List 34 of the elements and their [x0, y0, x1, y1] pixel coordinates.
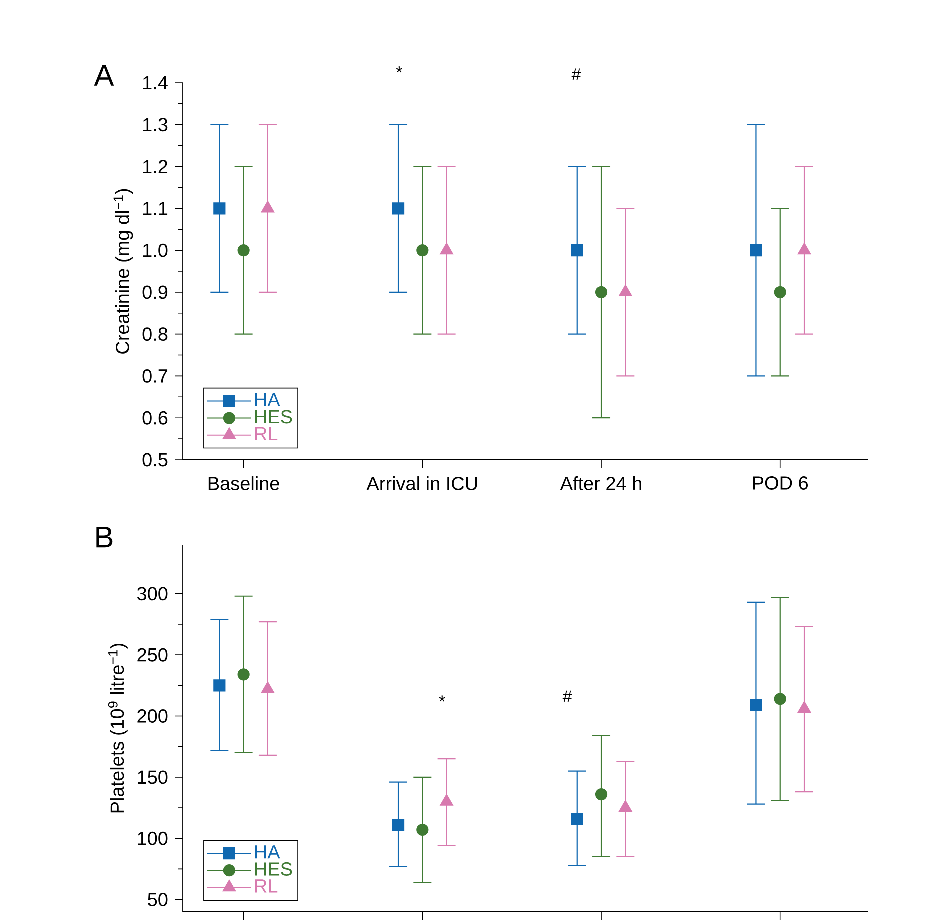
y-tick-label: 0.5 [142, 453, 168, 467]
y-tick-label: 1.3 [144, 118, 168, 132]
legend-label: HES [256, 410, 292, 424]
legend-label: HA [256, 393, 280, 406]
y-axis-title: Platelets (10$^{9}$ litre$^{−1}$) [108, 644, 128, 813]
annotation: # [562, 690, 572, 702]
legend-label: RL [256, 427, 278, 440]
y-tick-label: 250 [138, 648, 168, 662]
legend-label: HES [256, 862, 292, 876]
y-tick-label: 300 [137, 587, 168, 601]
y-tick-label: 150 [138, 770, 168, 784]
legend-label: HA [256, 846, 280, 859]
y-tick-label: 1.4 [144, 76, 168, 90]
x-tick-label: Arrival in ICU [366, 476, 478, 490]
legend-label: RL [256, 880, 278, 893]
y-tick-label: 50 [148, 893, 168, 906]
chart-title: B [96, 526, 113, 548]
text: * [396, 66, 402, 73]
y-tick-label: 100 [138, 832, 168, 846]
x-tick-label: POD 6 [753, 476, 808, 490]
x-tick-label: Baseline [208, 476, 280, 490]
y-tick-label: 0.8 [142, 328, 168, 342]
y-tick-label: 1.1 [144, 202, 168, 216]
y-tick-label: 0.7 [142, 369, 168, 383]
y-tick-label: 1.2 [144, 160, 168, 174]
text: # [572, 68, 582, 80]
y-tick-label: 0.6 [142, 411, 168, 425]
y-tick-label: 200 [138, 710, 168, 723]
y-axis-title: Creatinine (mg dl$^{−1}$) [114, 189, 134, 354]
x-tick-label: After 24 h [560, 476, 642, 490]
annotation: * [439, 696, 446, 702]
chart-title: A [94, 65, 114, 86]
y-tick-label: 1.0 [144, 244, 168, 258]
y-tick-label: 0.9 [142, 286, 168, 300]
